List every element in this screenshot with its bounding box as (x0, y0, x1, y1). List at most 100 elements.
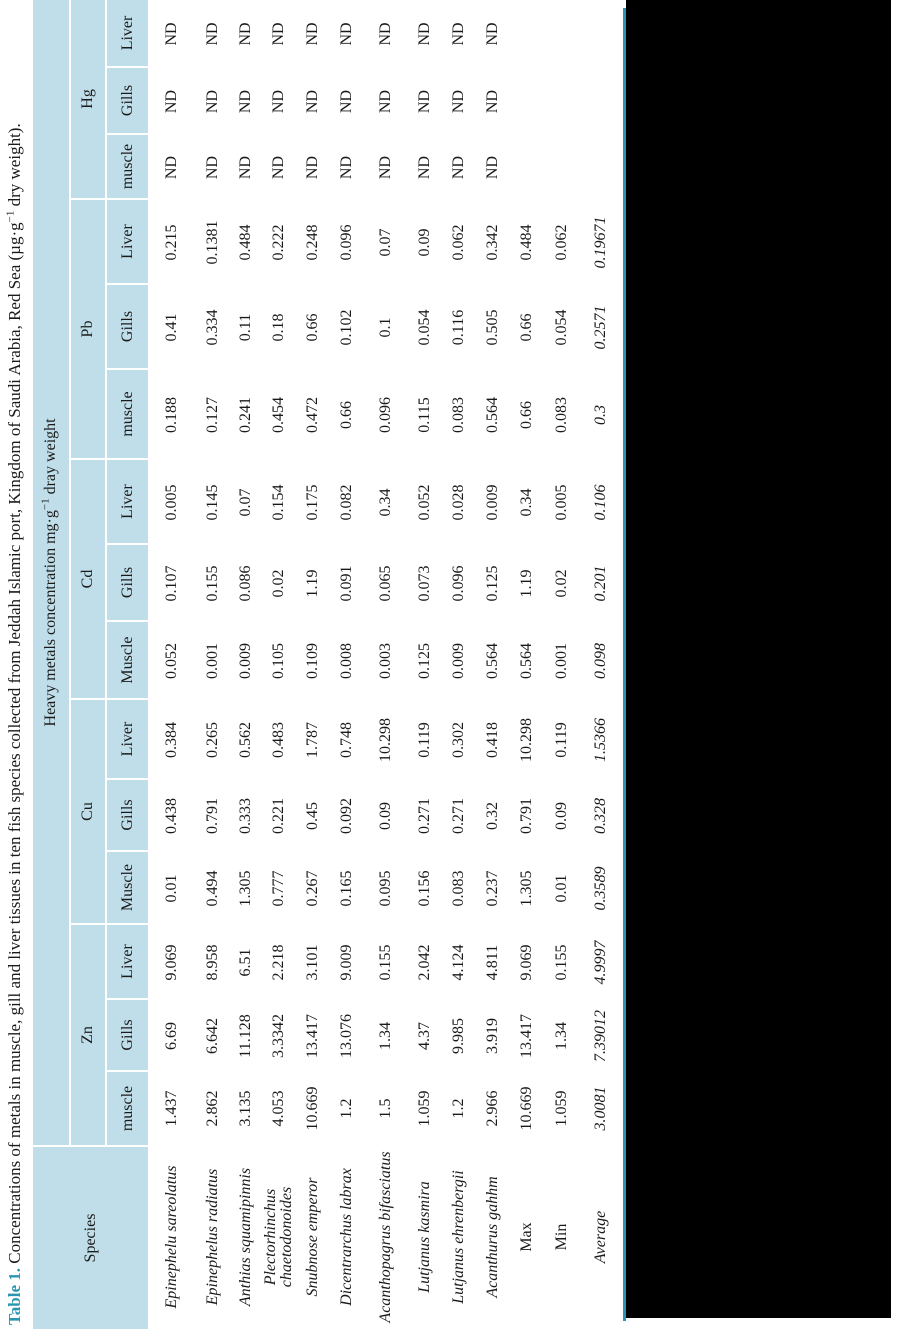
value-cell: 0.009 (450, 643, 467, 679)
value-cell: 0.66 (518, 401, 535, 429)
value-cell: 0.125 (416, 643, 433, 679)
value-cell: 0.66 (338, 401, 355, 429)
value-cell (544, 0, 579, 68)
tissue-header: Liver (107, 200, 148, 285)
table-row: Lutjanus kasmira 1.059 4.37 2.042 0.156 0.271… (408, 0, 442, 1329)
value-cell: ND (338, 89, 355, 114)
value-cell: 2.042 (416, 944, 433, 981)
value-cell: 0.119 (552, 722, 570, 758)
value-cell: 0.096 (450, 565, 467, 602)
value-cell: 3.3342 (270, 1014, 287, 1058)
tissue-header: muscle (107, 1072, 148, 1145)
value-cell: 0.188 (163, 397, 180, 433)
value-cell: 0.102 (338, 309, 355, 346)
value-cell: 6.69 (163, 1022, 180, 1050)
value-cell: ND (163, 155, 180, 180)
value-cell (510, 68, 544, 135)
table-row: Epinephelu sareolatus 1.437 6.69 9.069 0.01 0… (148, 0, 196, 1329)
value-cell: 3.0081 (592, 1086, 609, 1131)
value-cell: 0.001 (552, 643, 570, 679)
tissue-header: Liver (107, 925, 148, 1000)
value-cell: 0.106 (592, 484, 609, 521)
value-cell: 9.069 (518, 944, 535, 981)
data-table: Species Heavy metals concentration mg·g−… (33, 0, 623, 1329)
value-cell: 0.052 (163, 643, 180, 679)
species-name: Epinephelu sareolatus (163, 1165, 180, 1309)
value-cell: 0.127 (203, 397, 221, 433)
value-cell: ND (304, 89, 321, 114)
value-cell: 2.862 (203, 1090, 221, 1127)
value-cell: 0.564 (484, 397, 501, 433)
value-cell: 0.02 (270, 569, 287, 598)
value-cell: 0.241 (236, 397, 254, 433)
value-cell (544, 68, 579, 135)
value-cell: 0.418 (484, 722, 501, 758)
value-cell: 0.175 (304, 484, 321, 521)
value-cell: ND (270, 22, 287, 46)
value-cell: 0.328 (592, 798, 609, 834)
tissue-header: Gills (107, 545, 148, 622)
caption-text: Concentrations of metals in muscle, gill… (5, 222, 24, 1268)
value-cell: 0.065 (377, 565, 394, 602)
tissue-header: Liver (107, 460, 148, 545)
value-cell: 3.135 (236, 1090, 254, 1127)
value-cell: ND (203, 155, 221, 180)
value-cell: ND (304, 155, 321, 180)
table-row: Acanthurus gahhm 2.966 3.919 4.811 0.237 0.32… (476, 0, 510, 1329)
tissue-header: Gills (107, 1000, 148, 1072)
value-cell: ND (377, 155, 394, 180)
value-cell: 0.484 (518, 224, 535, 261)
value-cell: 4.053 (270, 1090, 287, 1127)
value-cell: 0.09 (416, 228, 433, 257)
value-cell: 1.2 (338, 1098, 355, 1119)
value-cell: 0.333 (236, 798, 254, 834)
value-cell (579, 0, 623, 68)
value-cell: 9.009 (338, 944, 355, 981)
table-row: Max 10.669 13.417 9.069 1.305 0.791 10.298 0.56… (510, 0, 544, 1329)
value-cell: 1.19 (518, 569, 535, 598)
value-cell: 0.09 (377, 802, 394, 830)
tissue-header: Gills (107, 780, 148, 852)
value-cell: ND (338, 22, 355, 46)
species-name: Acanthurus gahhm (484, 1176, 501, 1298)
table-row: Anthias squamipinnis 3.135 11.128 6.51 1.305… (229, 0, 262, 1329)
value-cell: 0.07 (377, 228, 394, 257)
value-cell (579, 68, 623, 135)
value-cell: 3.101 (304, 944, 321, 981)
value-cell: 0.105 (270, 643, 287, 679)
group-header-text-end: dray weight (42, 418, 59, 499)
value-cell: 0.248 (304, 224, 321, 261)
value-cell: 2.218 (270, 944, 287, 981)
table-row: Min 1.059 1.34 0.155 0.01 0.09 0.119 0.001 0.02 0… (544, 0, 579, 1329)
species-name: Lutjanus ehrenbergii (450, 1170, 467, 1304)
value-cell: 1.305 (518, 870, 535, 907)
value-cell: 9.985 (450, 1018, 467, 1054)
tissue-header: Liver (107, 0, 148, 68)
species-name: Lutjanus kasmira (416, 1181, 433, 1293)
value-cell: 0.3589 (592, 866, 609, 911)
value-cell: ND (270, 155, 287, 180)
tissue-header: Gills (107, 285, 148, 370)
value-cell: 6.642 (203, 1018, 221, 1054)
value-cell: 7.39012 (592, 1010, 609, 1062)
value-cell: 0.748 (338, 722, 355, 758)
value-cell: ND (416, 89, 433, 114)
value-cell: ND (416, 22, 433, 46)
value-cell: 10.298 (518, 718, 535, 762)
tissue-header: Muscle (107, 852, 148, 925)
value-cell: ND (338, 155, 355, 180)
value-cell: 1.2 (450, 1098, 467, 1119)
value-cell: 0.062 (552, 224, 570, 261)
value-cell: 0.01 (552, 874, 570, 903)
metal-header-zn: Zn (71, 925, 107, 1145)
value-cell: ND (450, 89, 467, 114)
value-cell: 0.215 (163, 224, 180, 261)
tissue-header: muscle (107, 370, 148, 460)
value-cell: ND (236, 89, 254, 114)
value-cell: 0.222 (270, 224, 287, 261)
table-row: Lutjanus ehrenbergii 1.2 9.985 4.124 0.083 0.… (442, 0, 476, 1329)
value-cell: 0.267 (304, 870, 321, 907)
value-cell: 0.01 (163, 874, 180, 903)
tissue-header: Gills (107, 68, 148, 135)
value-cell: 0.119 (416, 722, 433, 758)
